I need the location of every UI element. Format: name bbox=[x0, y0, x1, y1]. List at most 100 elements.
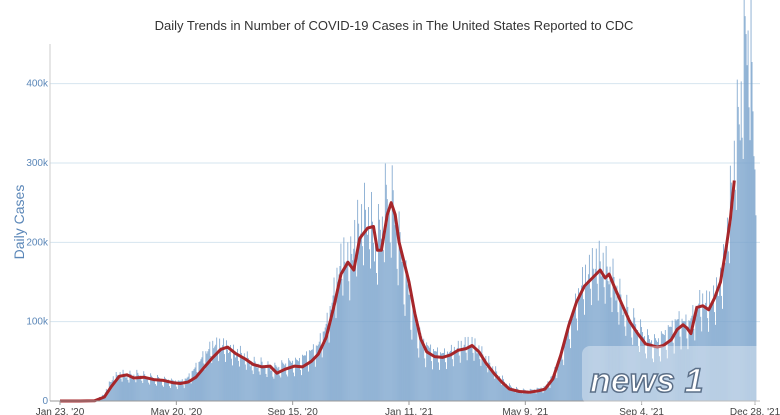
daily-case-bar bbox=[667, 325, 669, 401]
daily-case-bar bbox=[402, 263, 404, 401]
daily-case-bar bbox=[401, 261, 403, 401]
daily-case-bar bbox=[712, 300, 713, 401]
daily-case-bar bbox=[553, 372, 555, 401]
daily-case-bar bbox=[312, 344, 314, 401]
daily-case-bar bbox=[696, 311, 698, 401]
daily-case-bar bbox=[443, 352, 444, 401]
daily-case-bar bbox=[277, 368, 279, 401]
daily-case-bar bbox=[215, 344, 217, 401]
daily-case-bar bbox=[437, 347, 438, 401]
daily-case-bar bbox=[399, 232, 401, 401]
daily-case-bar bbox=[231, 358, 232, 401]
daily-case-bar bbox=[708, 331, 710, 401]
daily-case-bar bbox=[139, 377, 141, 401]
daily-case-bar bbox=[711, 306, 713, 401]
daily-case-bar bbox=[328, 342, 330, 401]
daily-case-bar bbox=[446, 351, 448, 401]
daily-case-bar bbox=[582, 267, 583, 401]
daily-case-bar bbox=[534, 392, 536, 401]
daily-case-bar bbox=[317, 344, 319, 401]
daily-case-bar bbox=[343, 237, 345, 401]
daily-case-bar bbox=[704, 305, 706, 401]
daily-case-bar bbox=[384, 163, 386, 401]
daily-case-bar bbox=[163, 386, 164, 401]
daily-case-bar bbox=[527, 393, 529, 401]
daily-case-bar bbox=[480, 365, 482, 401]
daily-case-bar bbox=[565, 339, 567, 401]
daily-case-bar bbox=[415, 323, 417, 401]
daily-case-bar bbox=[218, 361, 220, 401]
daily-case-bar bbox=[107, 390, 109, 401]
daily-case-bar bbox=[381, 216, 383, 401]
daily-case-bar bbox=[678, 311, 680, 401]
daily-case-bar bbox=[563, 365, 565, 401]
daily-case-bar bbox=[113, 381, 115, 401]
daily-case-bar bbox=[722, 308, 723, 401]
daily-case-bar bbox=[358, 223, 360, 401]
daily-case-bar bbox=[319, 333, 321, 401]
daily-case-bar bbox=[407, 284, 409, 401]
daily-case-bar bbox=[326, 312, 328, 401]
daily-case-bar bbox=[521, 393, 523, 401]
daily-case-bar bbox=[601, 271, 603, 401]
daily-case-bar bbox=[344, 261, 346, 401]
daily-case-bar bbox=[364, 182, 365, 401]
daily-case-bar bbox=[386, 199, 388, 401]
daily-case-bar bbox=[486, 366, 488, 401]
daily-case-bar bbox=[724, 262, 726, 401]
daily-case-bar bbox=[348, 281, 350, 401]
daily-case-bar bbox=[159, 378, 160, 401]
daily-case-bar bbox=[604, 303, 606, 401]
daily-case-bar bbox=[629, 323, 631, 401]
daily-case-bar bbox=[294, 376, 295, 401]
daily-case-bar bbox=[394, 225, 396, 401]
daily-case-bar bbox=[496, 371, 498, 401]
daily-case-bar bbox=[554, 367, 556, 401]
daily-case-bar bbox=[161, 378, 162, 401]
daily-case-bar bbox=[597, 300, 599, 401]
daily-case-bar bbox=[245, 369, 247, 401]
daily-case-bar bbox=[635, 324, 637, 401]
daily-case-bar bbox=[581, 285, 582, 401]
daily-case-bar bbox=[192, 370, 194, 401]
daily-case-bar bbox=[337, 282, 339, 401]
daily-case-bar bbox=[744, 16, 746, 402]
x-axis-ticks: Jan 23, '20 May 20, '20 Sep 15, '20 Jan 11,… bbox=[36, 401, 780, 415]
daily-case-bar bbox=[602, 252, 604, 401]
daily-case-bar bbox=[203, 363, 205, 401]
daily-case-bar bbox=[724, 255, 725, 401]
daily-case-bar bbox=[133, 374, 135, 401]
daily-case-bar bbox=[357, 199, 359, 401]
daily-case-bar bbox=[376, 284, 378, 401]
daily-case-bar bbox=[273, 378, 275, 401]
daily-case-bar bbox=[457, 340, 459, 401]
daily-case-bar bbox=[752, 111, 754, 402]
daily-case-bar bbox=[289, 360, 291, 401]
daily-case-bar bbox=[201, 357, 203, 401]
daily-case-bar bbox=[741, 137, 743, 401]
daily-case-bar bbox=[239, 345, 241, 401]
daily-case-bar bbox=[318, 341, 320, 401]
daily-case-bar bbox=[309, 350, 311, 401]
daily-case-bar bbox=[243, 353, 245, 401]
daily-case-bar bbox=[533, 389, 535, 401]
daily-case-bar bbox=[535, 393, 537, 401]
daily-case-bar bbox=[135, 382, 137, 401]
daily-case-bar bbox=[212, 340, 214, 401]
daily-case-bar bbox=[244, 364, 246, 401]
daily-case-bar bbox=[465, 352, 467, 401]
daily-case-bar bbox=[491, 370, 493, 401]
daily-case-bar bbox=[331, 302, 333, 401]
daily-case-bar bbox=[749, 140, 751, 401]
daily-case-bar bbox=[528, 394, 530, 401]
daily-case-bar bbox=[641, 326, 643, 401]
daily-case-bar bbox=[632, 344, 634, 401]
daily-case-bar bbox=[298, 361, 299, 401]
daily-case-bar bbox=[193, 368, 195, 401]
daily-case-bar bbox=[661, 333, 663, 401]
daily-case-bar bbox=[190, 383, 192, 401]
daily-case-bar bbox=[637, 330, 639, 401]
daily-case-bar bbox=[687, 349, 689, 401]
daily-case-bar bbox=[624, 326, 626, 401]
daily-case-bar bbox=[606, 266, 608, 401]
